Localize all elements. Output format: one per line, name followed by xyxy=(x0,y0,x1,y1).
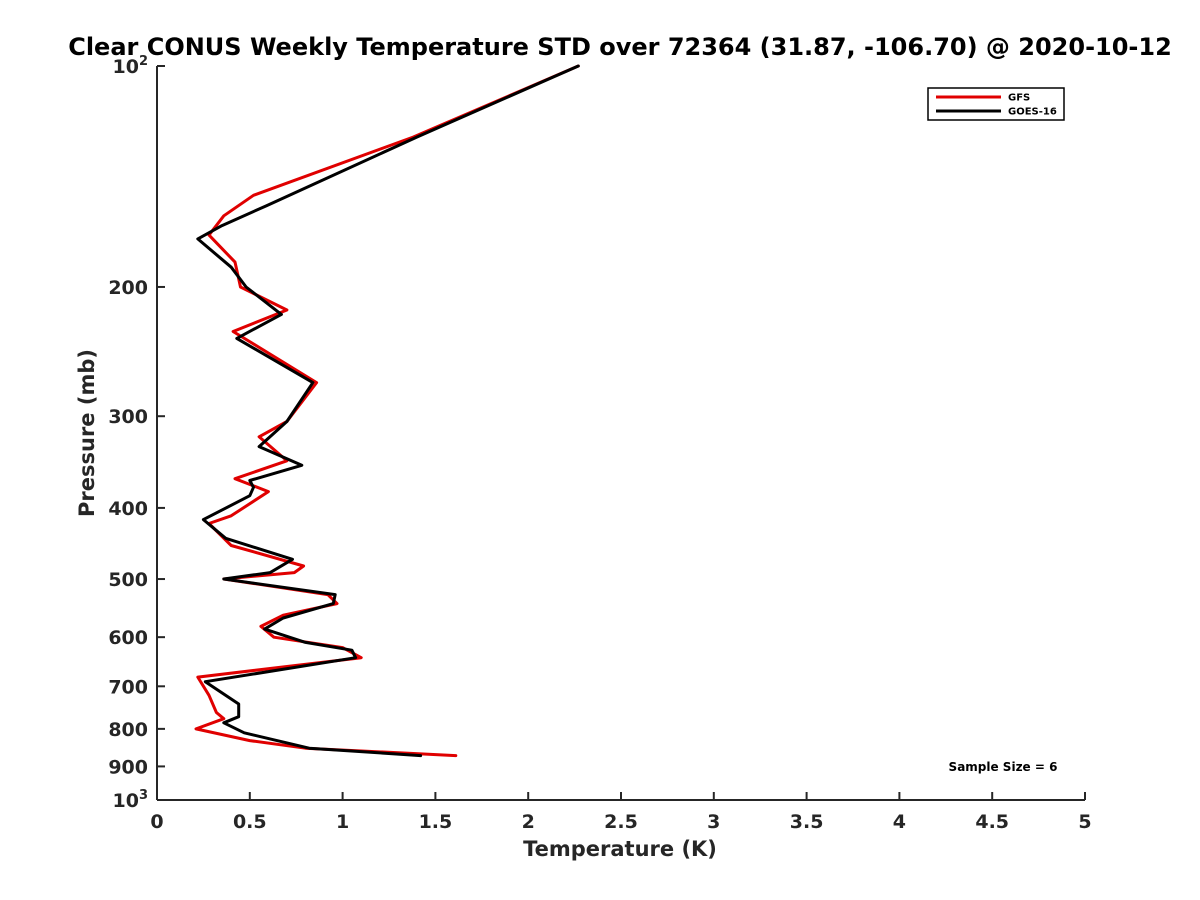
series-line-goes-16 xyxy=(196,64,580,758)
legend-label: GFS xyxy=(1008,93,1030,104)
x-tick-label: 1.5 xyxy=(419,811,453,833)
legend: GFS GOES-16 xyxy=(927,87,1065,121)
plot-lines xyxy=(194,64,580,758)
x-tick-label: 2.5 xyxy=(604,811,638,833)
series-line-gfs xyxy=(194,64,580,758)
legend-label: GOES-16 xyxy=(1008,107,1057,118)
sample-size-annotation: Sample Size = 6 xyxy=(949,760,1058,774)
x-tick-label: 0.5 xyxy=(233,811,267,833)
y-tick-label: 103 xyxy=(113,788,149,812)
legend-box xyxy=(927,87,1065,121)
chart-title: Clear CONUS Weekly Temperature STD over … xyxy=(68,33,1172,61)
x-tick-label: 4 xyxy=(893,811,906,833)
y-tick-label: 600 xyxy=(108,627,148,649)
x-tick-label: 3.5 xyxy=(790,811,824,833)
y-tick-label: 300 xyxy=(108,406,148,428)
y-axis-label: Pressure (mb) xyxy=(75,349,99,517)
x-tick-label: 2 xyxy=(522,811,535,833)
x-tick-label: 1 xyxy=(336,811,349,833)
y-tick-label: 400 xyxy=(108,498,148,520)
x-tick-label: 0 xyxy=(150,811,163,833)
y-tick-label: 700 xyxy=(108,676,148,698)
x-tick-label: 4.5 xyxy=(975,811,1009,833)
x-tick-label: 3 xyxy=(707,811,720,833)
y-tick-label: 900 xyxy=(108,756,148,778)
y-tick-label: 800 xyxy=(108,719,148,741)
x-axis-label: Temperature (K) xyxy=(523,837,717,861)
axes: 0 0.5 1 1.5 2 2.5 3 3.5 4 4.5 51022003004005006007… xyxy=(108,54,1091,833)
y-tick-label: 500 xyxy=(108,569,148,591)
y-tick-label: 200 xyxy=(108,277,148,299)
x-tick-label: 5 xyxy=(1078,811,1091,833)
